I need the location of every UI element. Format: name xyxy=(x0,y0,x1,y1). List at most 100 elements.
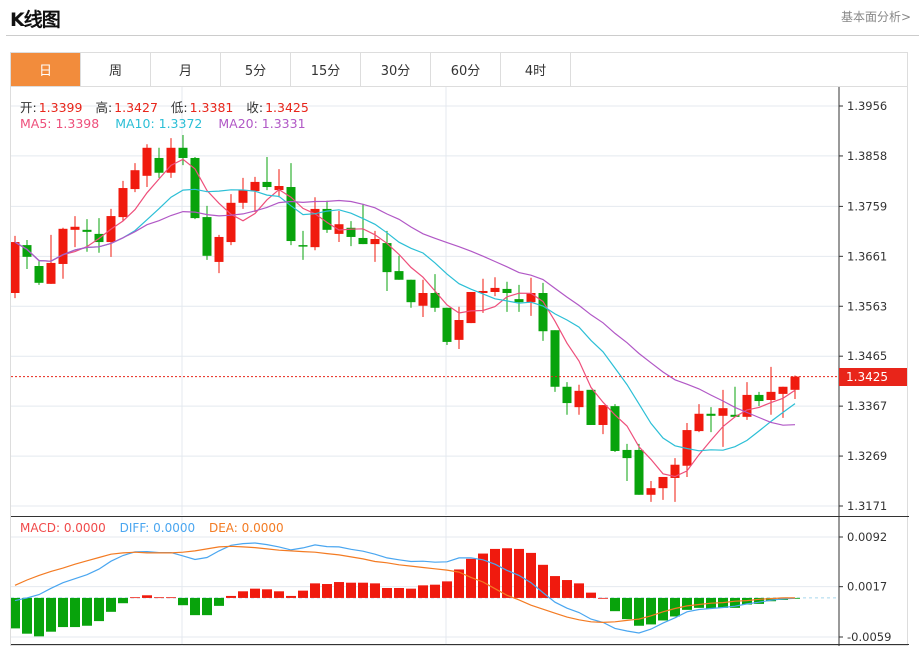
macd-bar xyxy=(322,584,332,598)
tab-30min[interactable]: 30分 xyxy=(361,53,431,86)
tab-month[interactable]: 月 xyxy=(151,53,221,86)
candle-up xyxy=(526,293,536,303)
macd-tick-label: -0.0059 xyxy=(847,630,891,644)
candle-down xyxy=(610,406,620,451)
candle-down xyxy=(298,245,308,247)
kline-chart[interactable]: 1.3956 1.3858 1.3759 1.3661 1.3563 1.3465 1.33… xyxy=(11,87,909,646)
macd-bar xyxy=(670,597,680,617)
macd-bar xyxy=(694,597,704,608)
tab-4hour[interactable]: 4时 xyxy=(501,53,571,86)
macd-tick-label: 0.0092 xyxy=(847,530,887,544)
period-tabs: 日 周 月 5分 15分 30分 60分 4时 xyxy=(10,52,908,87)
price-tick-label: 1.3269 xyxy=(847,449,887,463)
macd-bar xyxy=(538,564,548,598)
candle-down xyxy=(502,288,512,294)
candle-down xyxy=(322,208,332,230)
macd-bar xyxy=(334,582,344,598)
candle-down xyxy=(622,449,632,459)
candle-down xyxy=(178,147,188,158)
macd-bar xyxy=(370,583,380,598)
tab-60min[interactable]: 60分 xyxy=(431,53,501,86)
diff-value: DIFF: 0.0000 xyxy=(119,521,196,535)
macd-bar xyxy=(238,591,248,598)
last-price-tag: 1.3425 xyxy=(839,368,907,386)
ma10-value: MA10: 1.3372 xyxy=(115,116,203,131)
close-value: 1.3425 xyxy=(265,100,309,115)
macd-tick-label: 0.0017 xyxy=(847,580,887,594)
macd-bar xyxy=(406,588,416,598)
open-value: 1.3399 xyxy=(38,100,83,115)
candle-down xyxy=(706,413,716,416)
dea-value: DEA: 0.0000 xyxy=(208,521,284,535)
candle-down xyxy=(22,245,32,257)
candle-up xyxy=(574,390,584,408)
macd-bar xyxy=(418,585,428,598)
macd-bar xyxy=(586,592,596,598)
macd-bar xyxy=(106,597,116,612)
candle-down xyxy=(346,227,356,237)
tab-5min[interactable]: 5分 xyxy=(221,53,291,86)
macd-bar xyxy=(742,597,752,605)
macd-bar xyxy=(526,552,536,598)
price-tick-label: 1.3759 xyxy=(847,199,887,213)
candle-up xyxy=(274,186,284,191)
candle-up xyxy=(658,476,668,489)
macd-bar xyxy=(250,588,260,598)
macd-bar xyxy=(574,583,584,598)
price-tick-label: 1.3465 xyxy=(847,349,887,363)
page-title: K线图 xyxy=(10,9,61,31)
chart-panel[interactable]: 1.3956 1.3858 1.3759 1.3661 1.3563 1.3465 1.33… xyxy=(10,87,909,646)
candle-down xyxy=(358,237,368,245)
candle-up xyxy=(334,224,344,234)
macd-bar xyxy=(658,597,668,621)
candle-down xyxy=(286,187,296,242)
macd-bar xyxy=(166,597,176,599)
macd-bar xyxy=(730,597,740,608)
macd-bar xyxy=(58,597,68,628)
dea-line xyxy=(14,545,795,624)
macd-bar xyxy=(442,581,452,598)
tab-week[interactable]: 周 xyxy=(81,53,151,86)
tab-day[interactable]: 日 xyxy=(11,53,81,86)
price-tick-label: 1.3956 xyxy=(847,99,887,113)
candle-down xyxy=(430,293,440,308)
candle-up xyxy=(454,320,464,340)
header-divider xyxy=(6,35,919,36)
macd-bar xyxy=(190,597,200,616)
macd-bar xyxy=(682,597,692,610)
ma10-line xyxy=(14,188,796,452)
candle-down xyxy=(562,386,572,404)
candle-up xyxy=(310,208,320,248)
macd-bar xyxy=(11,597,20,629)
macd-bar xyxy=(562,580,572,598)
macd-bar xyxy=(94,597,104,622)
candle-up xyxy=(766,391,776,401)
candle-up xyxy=(598,405,608,425)
macd-bar xyxy=(178,597,188,606)
fundamental-analysis-link[interactable]: 基本面分析> xyxy=(840,10,911,24)
diff-line xyxy=(14,542,796,634)
macd-bar xyxy=(550,576,560,598)
macd-bar xyxy=(202,597,212,616)
macd-bar xyxy=(634,597,644,626)
macd-legend: MACD: 0.0000 DIFF: 0.0000 DEA: 0.0000 xyxy=(20,521,286,535)
macd-bar xyxy=(118,597,128,604)
candle-up xyxy=(646,488,656,495)
candle-up xyxy=(778,386,788,394)
candle-up xyxy=(370,238,380,245)
candle-up xyxy=(466,291,476,324)
ma20-value: MA20: 1.3331 xyxy=(218,116,306,131)
macd-bar xyxy=(46,597,56,632)
candle-up xyxy=(226,202,236,243)
candle-up xyxy=(718,408,728,416)
candle-down xyxy=(754,394,764,402)
macd-bar xyxy=(454,569,464,598)
macd-value: MACD: 0.0000 xyxy=(20,521,106,535)
tab-15min[interactable]: 15分 xyxy=(291,53,361,86)
macd-bar xyxy=(466,558,476,598)
macd-bar xyxy=(274,591,284,598)
macd-bar xyxy=(154,597,164,599)
candle-down xyxy=(154,157,164,173)
candle-down xyxy=(82,229,92,232)
ma20-line xyxy=(14,199,796,426)
